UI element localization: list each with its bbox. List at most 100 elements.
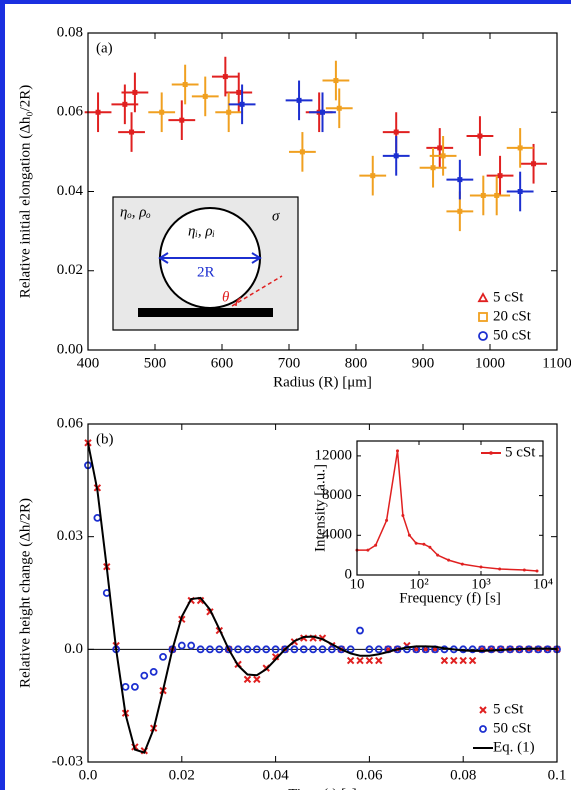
point: [403, 645, 411, 654]
point: [422, 542, 426, 546]
point: [436, 553, 440, 557]
y-tick-label: 8000: [322, 487, 352, 503]
point: [318, 645, 327, 654]
point: [202, 93, 208, 99]
y-tick-label: 0.06: [57, 415, 84, 431]
point: [365, 656, 374, 665]
point: [460, 562, 464, 566]
point: [236, 89, 242, 95]
point: [430, 165, 436, 171]
point: [459, 656, 467, 665]
point: [187, 641, 196, 650]
y-tick-label: 0.04: [57, 183, 84, 199]
y-tick-label: 0.03: [57, 528, 83, 544]
point: [179, 117, 185, 123]
x-tick-label: 1100: [542, 355, 571, 371]
point: [346, 656, 355, 665]
point: [407, 533, 411, 537]
x-tick-label: 10⁴: [533, 576, 553, 592]
y-tick-label: 4000: [322, 527, 352, 543]
point: [522, 568, 526, 572]
point: [234, 645, 242, 654]
point: [177, 641, 186, 650]
contact-angle: θ: [222, 289, 230, 305]
point: [365, 645, 374, 654]
legend-marker: [479, 725, 487, 733]
y-tick-label: 0.0: [64, 641, 83, 657]
point: [299, 149, 305, 155]
x-tick-label: 900: [412, 355, 435, 371]
x-tick-label: 10³: [471, 576, 491, 592]
point: [356, 626, 364, 635]
point: [497, 173, 503, 179]
point: [479, 565, 483, 569]
legend-marker: [478, 312, 488, 322]
point: [385, 518, 389, 522]
axes-frame: [356, 440, 544, 576]
point: [206, 645, 214, 654]
point: [253, 675, 261, 684]
point: [271, 645, 280, 654]
point: [517, 189, 523, 194]
legend-marker: [479, 706, 487, 714]
axes-frame: [87, 423, 558, 763]
legend-label: 20 cSt: [493, 308, 532, 324]
axes-frame: [87, 32, 558, 351]
legend-marker: [478, 331, 488, 341]
x-tick-label: 0.1: [548, 767, 567, 783]
point: [447, 558, 451, 562]
point: [477, 133, 483, 139]
point: [281, 645, 289, 654]
x-tick-label: 0.0: [79, 767, 98, 783]
point: [159, 652, 167, 661]
point: [346, 645, 355, 654]
arrow-heads: [158, 252, 262, 264]
panel-label: (b): [96, 431, 114, 447]
point: [336, 105, 342, 111]
x-tick-label: 10²: [409, 576, 429, 592]
x-tick-label: 500: [144, 355, 167, 371]
point: [226, 109, 232, 115]
legend-label: 5 cSt: [493, 701, 524, 717]
point: [129, 129, 135, 135]
point: [309, 645, 318, 654]
point: [327, 645, 336, 654]
point: [440, 153, 446, 159]
x-axis-label: Radius (R) [μm]: [273, 374, 372, 390]
series-line: [87, 442, 558, 754]
point: [401, 513, 405, 517]
point: [375, 656, 383, 665]
point: [468, 645, 477, 654]
x-axis-label: Time (t) [s]: [288, 786, 357, 790]
point: [494, 192, 500, 198]
point: [535, 569, 539, 573]
y-axis-label: Intensity [a.u.]: [312, 464, 328, 552]
point: [440, 656, 449, 665]
point: [122, 101, 128, 107]
surface-tension: σ: [272, 208, 280, 224]
top-border: [0, 0, 571, 4]
point: [215, 645, 224, 654]
point: [95, 109, 101, 115]
legend-marker: [477, 292, 489, 303]
point: [271, 653, 280, 661]
x-tick-label: 0.04: [262, 767, 289, 783]
x-tick-label: 0.02: [169, 767, 195, 783]
point: [243, 675, 252, 684]
point: [457, 208, 463, 214]
point: [517, 145, 523, 151]
left-border: [0, 0, 5, 790]
x-tick-label: 700: [278, 355, 301, 371]
point: [252, 645, 261, 654]
legend-label: 5 cSt: [505, 444, 536, 460]
point: [450, 656, 458, 665]
point: [320, 109, 325, 115]
point: [414, 541, 418, 545]
point: [393, 153, 399, 159]
point: [428, 545, 432, 549]
point: [196, 645, 205, 654]
x-axis-label: Frequency (f) [s]: [399, 590, 501, 606]
legend-label: Eq. (1): [493, 739, 535, 755]
point: [140, 671, 149, 680]
